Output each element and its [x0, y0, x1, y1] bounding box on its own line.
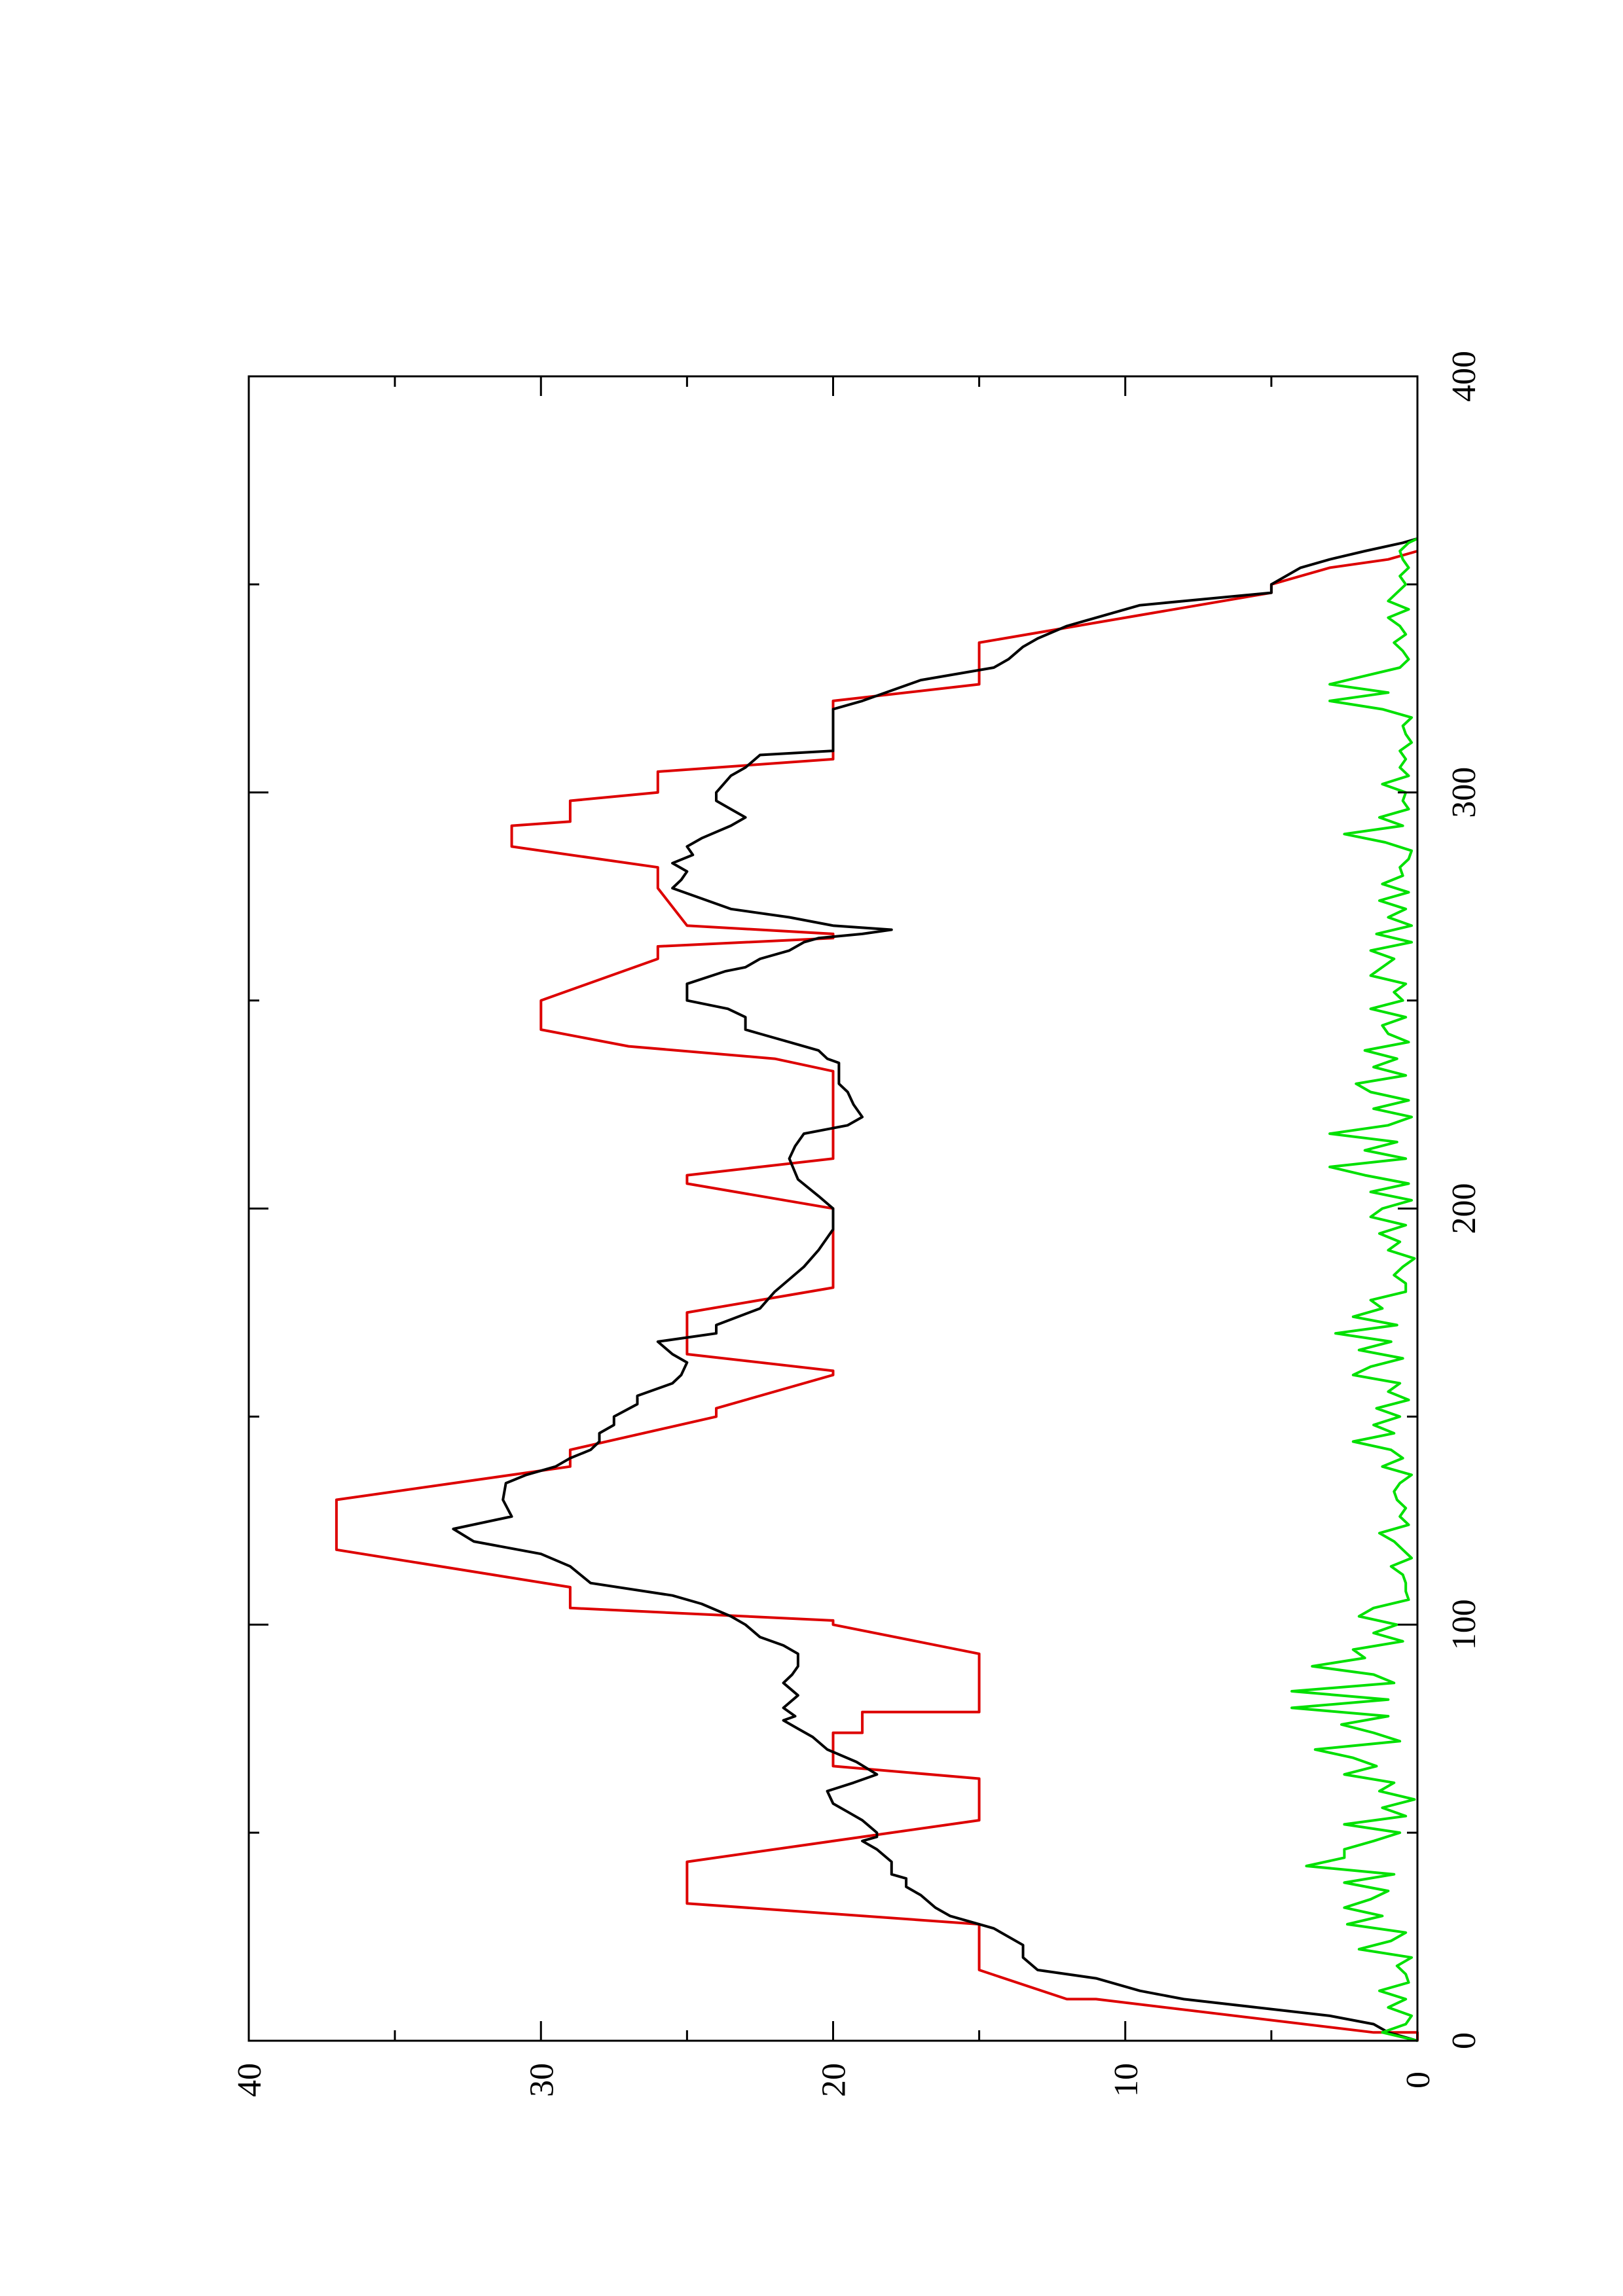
series-line-2: [452, 537, 1418, 2042]
y-tick-label: 40: [231, 2063, 268, 2097]
y-tick-label: 10: [1108, 2063, 1145, 2097]
y-tick-label: 0: [1400, 2072, 1437, 2089]
y-tick-label: 20: [816, 2063, 853, 2097]
series-line-1: [335, 550, 1419, 2041]
x-tick-label: 200: [1446, 1183, 1483, 1234]
x-tick-label: 300: [1446, 767, 1483, 818]
y-tick-label: 30: [523, 2063, 560, 2097]
series-line-3: [1290, 537, 1418, 2042]
x-tick-label: 400: [1446, 351, 1483, 402]
ticks-layer: [249, 376, 1417, 2041]
labels-layer: 0 100 200 300 400 0 10 20 30 40: [231, 351, 1483, 2097]
x-tick-label: 100: [1446, 1599, 1483, 1650]
x-tick-label: 0: [1446, 2032, 1483, 2049]
series-layer: [335, 537, 1419, 2042]
